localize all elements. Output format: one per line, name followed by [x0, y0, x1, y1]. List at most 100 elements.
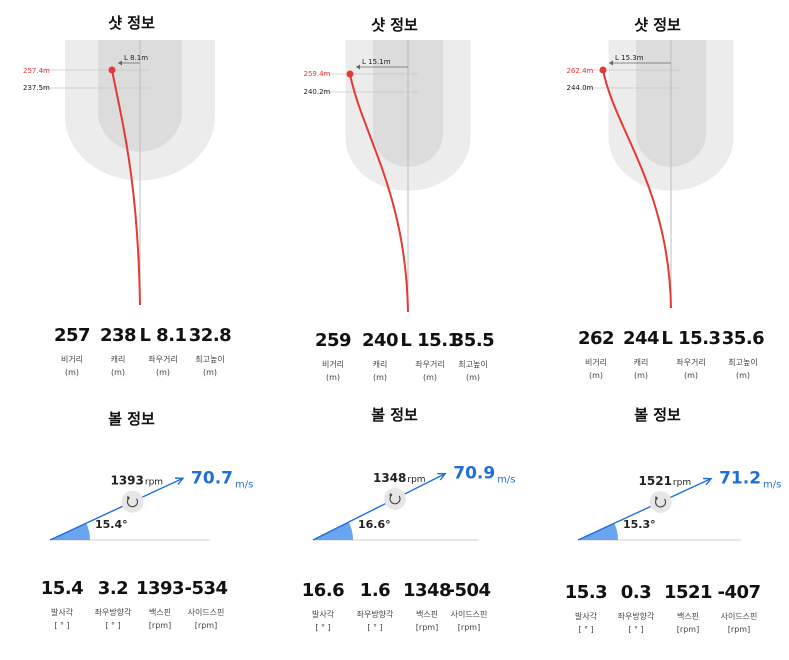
ball-stat-item: -407 사이드스핀 [rpm] [709, 582, 769, 634]
ball-trajectory [111, 69, 141, 306]
ball-speed-unit: m/s [497, 475, 515, 486]
ball-info-title: 볼 정보 [371, 406, 418, 424]
ball-stat-value: -407 [717, 582, 761, 603]
ball-stat-unit: [ ° ] [367, 623, 383, 632]
ball-stat-item: 1.6 좌우방향각 [ ° ] [345, 580, 405, 632]
backspin-unit: rpm [407, 475, 425, 485]
launch-direction-line [312, 472, 446, 541]
shot-stat-unit: (m) [588, 371, 604, 380]
shot-stat-label: 좌우거리 [148, 355, 178, 364]
ball-stat-unit: [rpm] [194, 621, 218, 630]
panel-1: 샷 정보 L 8.1m 257.4m 237.5m 257 비거리 (m) 238 캐리 (m) L… [0, 0, 263, 660]
shot-stat-label: 비거리 [321, 360, 345, 369]
ball-stat-value: 3.2 [97, 578, 129, 599]
ball-speed-unit: m/s [763, 480, 781, 491]
ball-stat-label: 좌우방향각 [617, 612, 655, 621]
shot-stat-label: 좌우거리 [415, 360, 445, 369]
ball-stat-unit: [rpm] [415, 623, 439, 632]
backspin-readout: 1521rpm [639, 474, 692, 488]
shot-stat-value: 32.8 [188, 325, 232, 346]
ball-stat-value: -534 [184, 578, 228, 599]
shot-stat-unit: (m) [64, 368, 80, 377]
launch-diagram: 16.6° 1348rpm 70.9 m/s [312, 464, 516, 541]
ball-stat-item: -504 사이드스핀 [rpm] [439, 580, 499, 632]
shot-stat-unit: (m) [683, 371, 699, 380]
ball-stat-unit: [ ° ] [105, 621, 121, 630]
shot-stat-value: 259 [314, 330, 352, 351]
shot-stat-value: 238 [99, 325, 137, 346]
ball-stat-value: 1348 [402, 580, 452, 601]
shot-stat-value: 257 [53, 325, 91, 346]
shot-stat-item: 259 비거리 (m) [303, 330, 363, 382]
ball-stat-label: 사이드스핀 [187, 608, 225, 617]
shot-stat-value: L 8.1 [139, 325, 187, 346]
shot-stat-item: L 15.1 좌우거리 (m) [400, 330, 460, 382]
launch-angle-label: 15.4° [95, 518, 128, 531]
landing-point [108, 66, 116, 74]
ball-stat-item: 15.4 발사각 [ ° ] [32, 578, 92, 630]
ball-speed-value: 70.7 [191, 468, 233, 488]
backspin-value: 1521 [639, 474, 672, 488]
ball-stat-unit: [ ° ] [578, 625, 594, 634]
ball-stat-item: 1521 백스핀 [rpm] [658, 582, 718, 634]
shot-stat-item: 35.6 최고높이 (m) [713, 328, 773, 380]
ball-stat-label: 사이드스핀 [720, 612, 758, 621]
lateral-distance-label: L 8.1m [124, 54, 148, 62]
ball-stat-item: 16.6 발사각 [ ° ] [293, 580, 353, 632]
spin-rotation-arrow-icon [655, 495, 659, 500]
shot-stat-label: 비거리 [584, 358, 608, 367]
ball-trajectory [602, 69, 672, 309]
ball-info-title: 볼 정보 [108, 410, 155, 428]
ball-stat-item: 1348 백스핀 [rpm] [397, 580, 457, 632]
ball-stat-unit: [ ° ] [315, 623, 331, 632]
shot-stat-item: L 8.1 좌우거리 (m) [133, 325, 193, 377]
total-distance-label: 257.4m [23, 67, 50, 75]
ball-stat-value: 1393 [135, 578, 185, 599]
launch-arrow-head [437, 472, 447, 481]
spin-rotation-icon [127, 497, 139, 508]
shot-stat-item: L 15.3 좌우거리 (m) [661, 328, 721, 380]
spin-rotation-arrow-icon [126, 495, 130, 500]
backspin-unit: rpm [673, 478, 691, 488]
ball-speed-value: 71.2 [719, 469, 761, 489]
ball-info-title: 볼 정보 [634, 406, 681, 424]
spin-rotation-icon [655, 497, 667, 508]
shot-stat-label: 최고높이 [728, 358, 758, 367]
lateral-arrow-head [609, 60, 613, 66]
shot-stat-label: 캐리 [633, 358, 649, 367]
launch-diagram: 15.4° 1393rpm 70.7 m/s [49, 468, 253, 541]
spin-ball [649, 490, 672, 513]
shot-stat-item: 240 캐리 (m) [350, 330, 410, 382]
spin-rotation-icon [389, 494, 401, 505]
ball-speed-readout: 71.2 m/s [719, 469, 781, 491]
launch-direction-line [49, 477, 184, 541]
shot-stat-item: 35.5 최고높이 (m) [443, 330, 503, 382]
ball-speed-readout: 70.9 m/s [453, 464, 515, 486]
backspin-value: 1393 [110, 474, 143, 488]
shot-info-title: 샷 정보 [108, 14, 155, 32]
ball-stat-value: 1.6 [359, 580, 391, 601]
ball-stat-label: 발사각 [311, 610, 335, 619]
shot-trajectory-view: L 15.1m 259.4m 240.2m [304, 40, 471, 313]
total-distance-label: 259.4m [304, 70, 331, 78]
carry-distance-label: 240.2m [304, 88, 331, 96]
launch-angle-label: 16.6° [358, 518, 391, 531]
ball-stat-item: 1393 백스핀 [rpm] [130, 578, 190, 630]
ball-stat-item: 15.3 발사각 [ ° ] [556, 582, 616, 634]
shot-stat-item: 262 비거리 (m) [566, 328, 626, 380]
shot-stat-label: 최고높이 [458, 360, 488, 369]
ball-stat-item: 0.3 좌우방향각 [ ° ] [606, 582, 666, 634]
shot-stat-label: 좌우거리 [676, 358, 706, 367]
shot-stat-value: 262 [577, 328, 615, 349]
ball-stat-unit: [rpm] [676, 625, 700, 634]
carry-distance-label: 237.5m [23, 84, 50, 92]
shot-trajectory-view: L 8.1m 257.4m 237.5m [23, 40, 215, 306]
ball-stat-label: 좌우방향각 [356, 610, 394, 619]
lateral-arrow-head [118, 60, 122, 66]
shot-info-title: 샷 정보 [634, 16, 681, 34]
shot-stat-value: L 15.3 [661, 328, 721, 349]
shot-stat-label: 캐리 [110, 355, 126, 364]
shot-stat-value: 35.5 [451, 330, 495, 351]
ball-stat-value: 16.6 [301, 580, 345, 601]
shot-stat-unit: (m) [465, 373, 481, 382]
